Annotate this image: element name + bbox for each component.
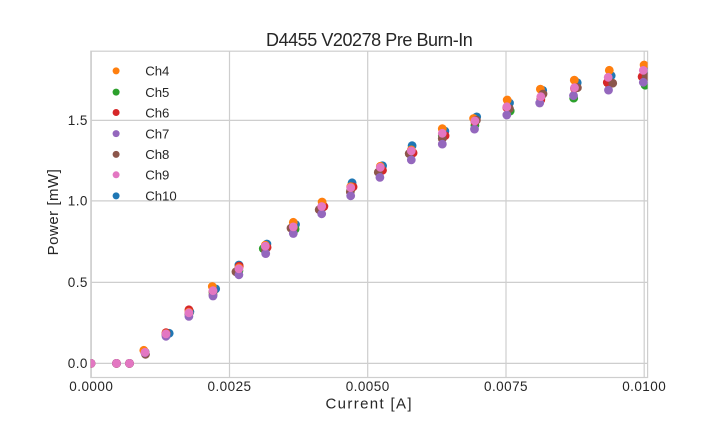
- svg-text:0.0075: 0.0075: [484, 379, 528, 394]
- svg-text:0.0000: 0.0000: [69, 379, 113, 394]
- svg-text:Ch4: Ch4: [145, 64, 169, 79]
- svg-text:Ch6: Ch6: [145, 105, 169, 120]
- svg-text:Current [A]: Current [A]: [326, 396, 413, 413]
- svg-text:Power [mW]: Power [mW]: [45, 169, 62, 256]
- svg-text:Ch5: Ch5: [145, 85, 169, 100]
- svg-text:Ch10: Ch10: [145, 189, 177, 204]
- svg-text:Ch7: Ch7: [145, 126, 169, 141]
- svg-text:1.5: 1.5: [68, 113, 88, 128]
- svg-text:0.0100: 0.0100: [622, 379, 666, 394]
- svg-text:D4455 V20278 Pre Burn-In: D4455 V20278 Pre Burn-In: [266, 30, 472, 50]
- svg-text:1.0: 1.0: [68, 194, 88, 209]
- svg-text:Ch9: Ch9: [145, 168, 169, 183]
- svg-text:Ch8: Ch8: [145, 147, 169, 162]
- svg-text:0.0: 0.0: [68, 356, 88, 371]
- svg-text:0.0050: 0.0050: [346, 379, 390, 394]
- svg-text:0.5: 0.5: [68, 275, 88, 290]
- svg-text:0.0025: 0.0025: [208, 379, 252, 394]
